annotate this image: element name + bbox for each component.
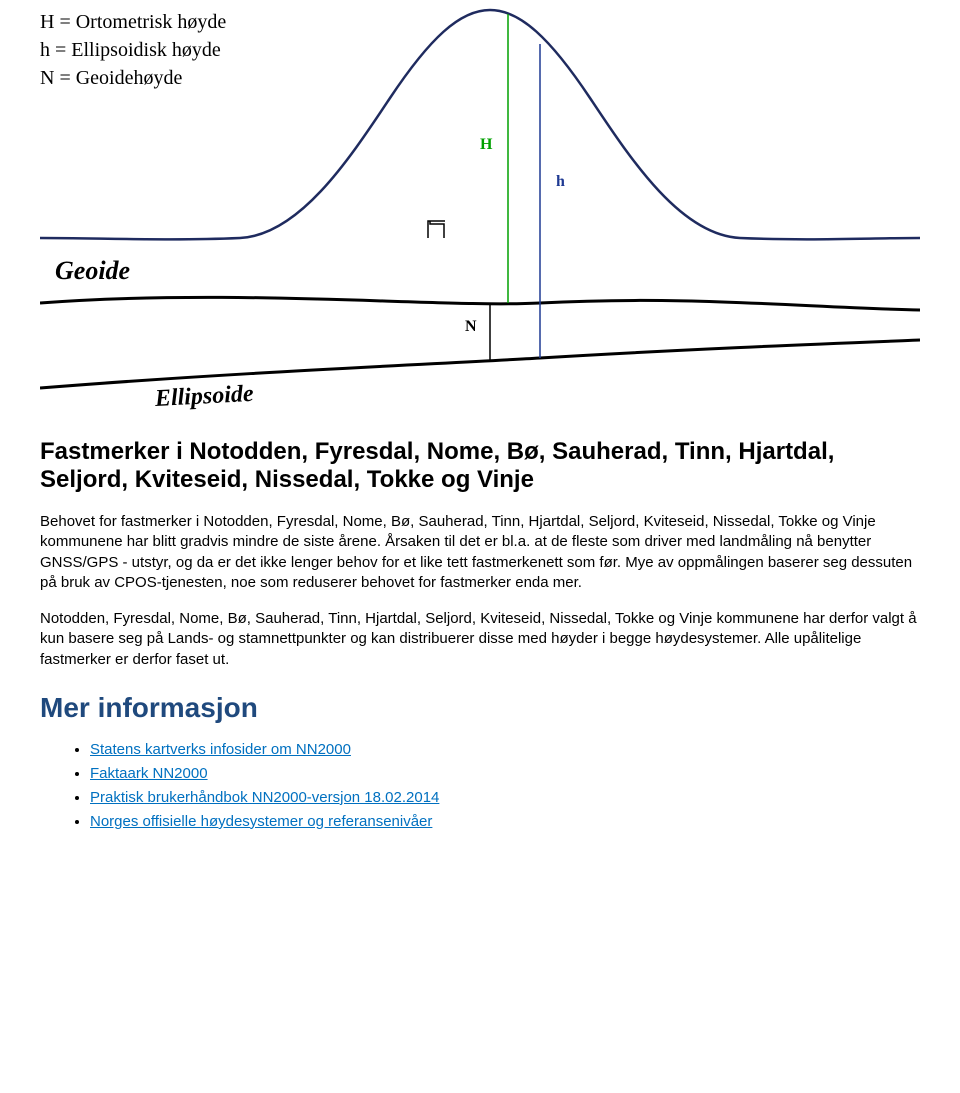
legend-line-h: h = Ellipsoidisk høyde [40,36,226,64]
fixed-point-marker [428,221,445,238]
legend-line-N: N = Geoidehøyde [40,64,226,92]
more-info-heading: Mer informasjon [40,692,920,724]
list-item: Faktaark NN2000 [90,762,920,786]
label-h: h [556,173,565,191]
geoide-curve [40,297,920,310]
page-title: Fastmerker i Notodden, Fyresdal, Nome, B… [40,438,920,494]
label-ellipsoide: Ellipsoide [154,381,254,413]
link-brukerhandbok[interactable]: Praktisk brukerhåndbok NN2000-versjon 18… [90,789,439,806]
diagram-legend: H = Ortometrisk høyde h = Ellipsoidisk h… [40,8,226,92]
paragraph-1: Behovet for fastmerker i Notodden, Fyres… [40,512,920,593]
link-hoydesystemer[interactable]: Norges offisielle høydesystemer og refer… [90,813,432,830]
link-list: Statens kartverks infosider om NN2000 Fa… [40,738,920,834]
label-N: N [465,318,477,336]
label-geoide: Geoide [55,256,130,286]
legend-line-H: H = Ortometrisk høyde [40,8,226,36]
ellipsoide-curve [40,340,920,388]
list-item: Praktisk brukerhåndbok NN2000-versjon 18… [90,786,920,810]
label-H: H [480,136,492,154]
list-item: Norges offisielle høydesystemer og refer… [90,810,920,834]
link-faktaark[interactable]: Faktaark NN2000 [90,765,208,782]
geoid-diagram: H = Ortometrisk høyde h = Ellipsoidisk h… [40,8,920,408]
list-item: Statens kartverks infosider om NN2000 [90,738,920,762]
link-kartverk[interactable]: Statens kartverks infosider om NN2000 [90,741,351,758]
paragraph-2: Notodden, Fyresdal, Nome, Bø, Sauherad, … [40,609,920,670]
